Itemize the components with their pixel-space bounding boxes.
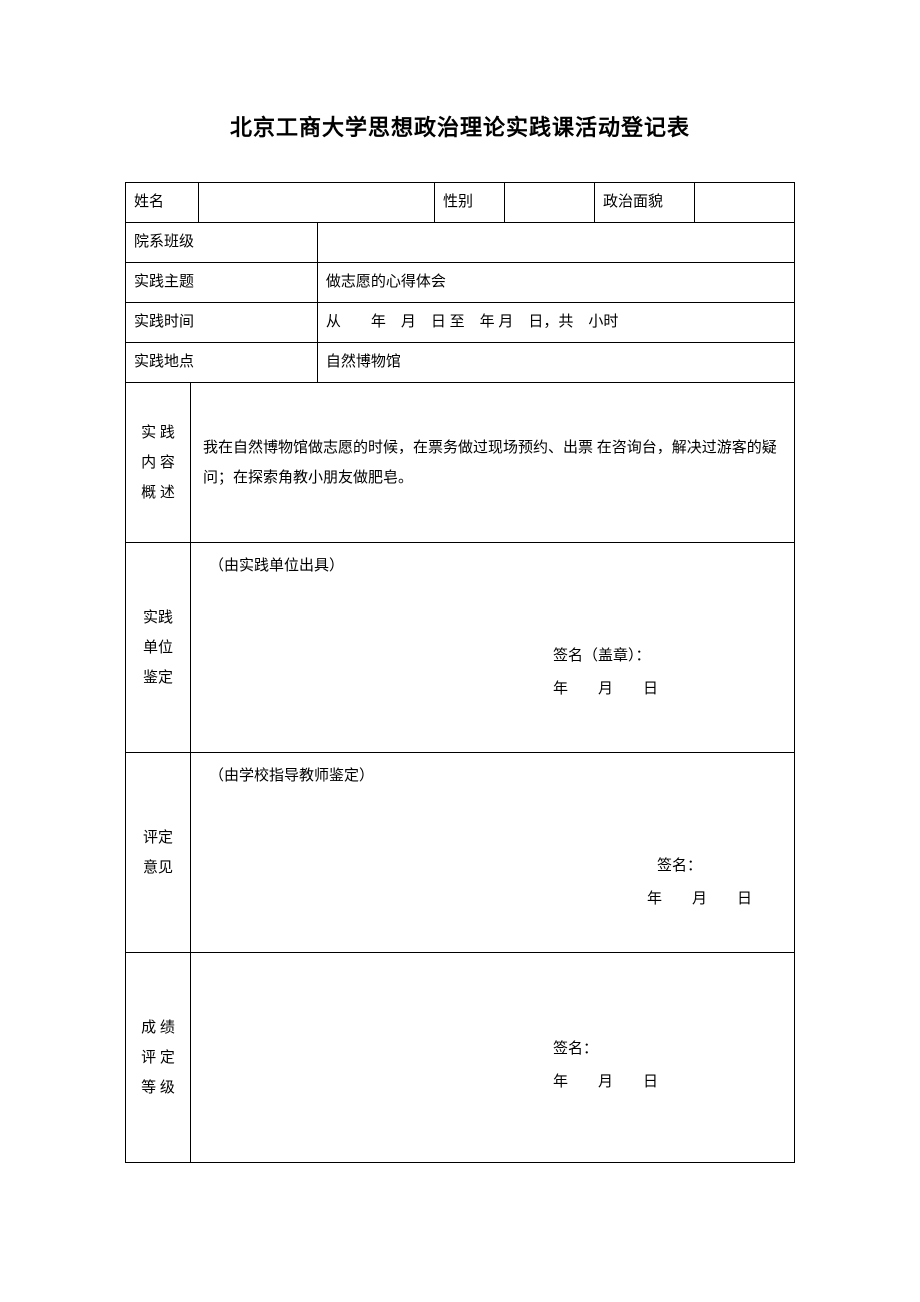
value-topic[interactable]: 做志愿的心得体会 (317, 263, 794, 303)
label-content-summary-l2: 内 容 (134, 448, 182, 478)
label-opinion: 评定 意见 (126, 753, 191, 953)
label-practice-eval-l1: 实践 (134, 603, 182, 633)
value-opinion[interactable]: （由学校指导教师鉴定） 签名： 年 月 日 (191, 753, 795, 953)
value-dept-class[interactable] (317, 223, 794, 263)
registration-table: 姓名 性别 政治面貌 院系班级 实践主题 做志愿的心得体会 实践时间 从 年 月… (125, 182, 795, 1163)
label-gender: 性别 (435, 183, 505, 223)
label-topic: 实践主题 (126, 263, 318, 303)
value-gender[interactable] (505, 183, 595, 223)
label-grade: 成 绩 评 定 等 级 (126, 953, 191, 1163)
signature-block-practice: 签名（盖章）： 年 月 日 (203, 640, 782, 706)
signature-block-opinion: 签名： 年 月 日 (203, 850, 782, 916)
value-grade[interactable]: 签名： 年 月 日 (191, 953, 795, 1163)
label-grade-l2: 评 定 (134, 1043, 182, 1073)
note-school-teacher: （由学校指导教师鉴定） (203, 763, 782, 790)
label-opinion-l2: 意见 (134, 853, 182, 883)
label-practice-eval-l3: 鉴定 (134, 663, 182, 693)
value-location[interactable]: 自然博物馆 (317, 343, 794, 383)
signature-date-practice: 年 月 日 (553, 673, 782, 706)
label-practice-eval-l2: 单位 (134, 633, 182, 663)
label-grade-l3: 等 级 (134, 1073, 182, 1103)
value-political[interactable] (695, 183, 795, 223)
note-practice-unit: （由实践单位出具） (203, 553, 782, 580)
page-title: 北京工商大学思想政治理论实践课活动登记表 (125, 110, 795, 142)
label-dept-class: 院系班级 (126, 223, 318, 263)
label-content-summary: 实 践 内 容 概 述 (126, 383, 191, 543)
value-practice-eval[interactable]: （由实践单位出具） 签名（盖章）： 年 月 日 (191, 543, 795, 753)
signature-label-grade: 签名： (553, 1033, 782, 1066)
label-time: 实践时间 (126, 303, 318, 343)
signature-date-opinion: 年 月 日 (203, 883, 752, 916)
label-content-summary-l3: 概 述 (134, 478, 182, 508)
label-grade-l1: 成 绩 (134, 1013, 182, 1043)
label-location: 实践地点 (126, 343, 318, 383)
label-content-summary-l1: 实 践 (134, 418, 182, 448)
value-name[interactable] (199, 183, 435, 223)
value-time[interactable]: 从 年 月 日 至 年 月 日，共 小时 (317, 303, 794, 343)
signature-seal-label: 签名（盖章）： (553, 640, 782, 673)
signature-block-grade: 签名： 年 月 日 (203, 1033, 782, 1099)
label-opinion-l1: 评定 (134, 823, 182, 853)
value-content-summary[interactable]: 我在自然博物馆做志愿的时候，在票务做过现场预约、出票 在咨询台，解决过游客的疑问… (191, 383, 795, 543)
signature-label-opinion: 签名： (203, 850, 752, 883)
label-practice-eval: 实践 单位 鉴定 (126, 543, 191, 753)
signature-date-grade: 年 月 日 (553, 1066, 782, 1099)
label-name: 姓名 (126, 183, 199, 223)
label-political: 政治面貌 (595, 183, 695, 223)
